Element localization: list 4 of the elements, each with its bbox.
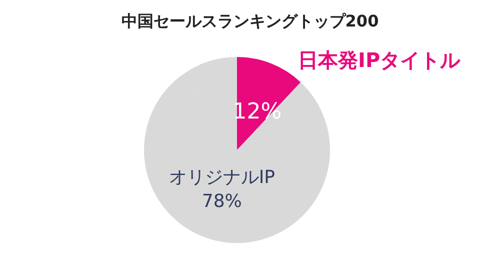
- data-label: 78%: [202, 190, 242, 212]
- slice-label: 日本発IPタイトル: [298, 48, 462, 72]
- chart-title: 中国セールスランキングトップ200: [121, 12, 379, 30]
- slice-label: オリジナルIP: [168, 166, 276, 188]
